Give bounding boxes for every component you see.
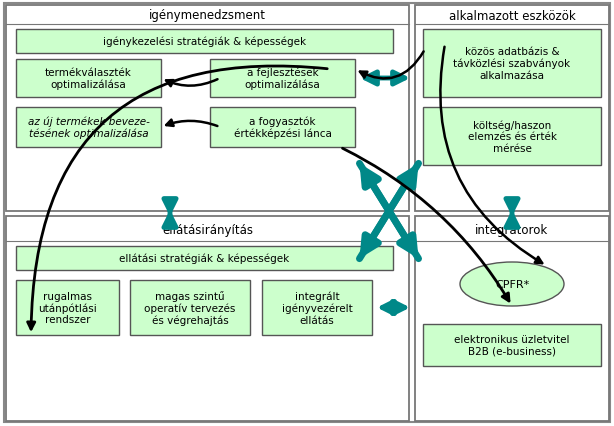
Bar <box>6 216 409 421</box>
Text: CPFR*: CPFR* <box>495 279 529 289</box>
Ellipse shape <box>460 262 564 306</box>
Bar <box>262 280 372 335</box>
Text: integrátorok: integrátorok <box>475 224 549 237</box>
Text: a fejlesztések
optimalizálása: a fejlesztések optimalizálása <box>244 67 321 90</box>
Text: ellátásirányítás: ellátásirányítás <box>162 224 253 237</box>
Bar <box>423 108 601 166</box>
Bar <box>210 60 355 98</box>
Bar <box>415 216 609 421</box>
Bar <box>16 108 161 148</box>
Text: igénymenedzsment: igénymenedzsment <box>149 9 266 23</box>
Text: ellátási stratégiák & képességek: ellátási stratégiák & képességek <box>119 253 290 264</box>
Bar <box>16 60 161 98</box>
Bar <box>415 6 609 211</box>
Text: a fogyasztók
értékképzési lánca: a fogyasztók értékképzési lánca <box>233 116 332 139</box>
Text: alkalmazott eszközök: alkalmazott eszközök <box>449 9 575 23</box>
Bar <box>6 6 409 211</box>
Bar <box>16 280 119 335</box>
Text: elektronikus üzletvitel
B2B (e-business): elektronikus üzletvitel B2B (e-business) <box>454 334 570 356</box>
Bar <box>423 30 601 98</box>
Text: költség/haszon
elemzés és érték
mérése: költség/haszon elemzés és érték mérése <box>467 120 556 153</box>
Bar <box>16 30 393 54</box>
Text: rugalmas
utánpótlási
rendszer: rugalmas utánpótlási rendszer <box>38 291 97 325</box>
Bar <box>210 108 355 148</box>
Text: termékválaszték
optimalizálása: termékválaszték optimalizálása <box>45 68 132 90</box>
Text: közös adatbázis &
távközlési szabványok
alkalmazása: közös adatbázis & távközlési szabványok … <box>453 47 570 81</box>
Text: igénykezelési stratégiák & képességek: igénykezelési stratégiák & képességek <box>103 37 306 47</box>
Text: az új termékek beveze-
tésének optimalizálása: az új termékek beveze- tésének optimaliz… <box>28 116 149 139</box>
Bar <box>16 246 393 271</box>
Bar <box>130 280 250 335</box>
Text: integrált
igényvezérelt
ellátás: integrált igényvezérelt ellátás <box>282 291 352 325</box>
Text: magas szintű
operatív tervezés
és végrehajtás: magas szintű operatív tervezés és végreh… <box>144 290 236 325</box>
Bar <box>423 324 601 366</box>
